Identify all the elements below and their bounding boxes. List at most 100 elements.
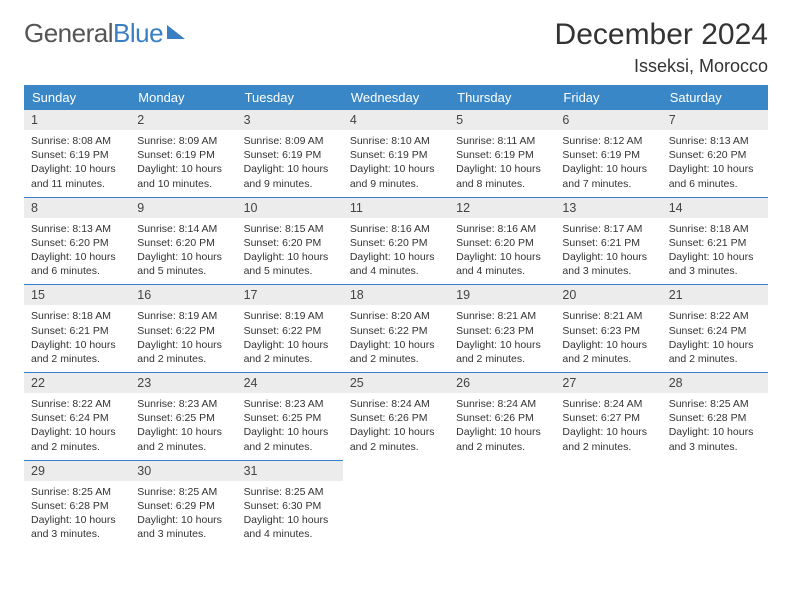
calendar-cell: 18Sunrise: 8:20 AMSunset: 6:22 PMDayligh…: [343, 284, 449, 372]
day-number: 28: [662, 372, 768, 393]
day-number: 9: [130, 197, 236, 218]
brand-logo: GeneralBlue: [24, 18, 185, 49]
day-details: Sunrise: 8:21 AMSunset: 6:23 PMDaylight:…: [555, 305, 661, 372]
day-details: Sunrise: 8:25 AMSunset: 6:30 PMDaylight:…: [237, 481, 343, 548]
day-details: Sunrise: 8:21 AMSunset: 6:23 PMDaylight:…: [449, 305, 555, 372]
day-details: Sunrise: 8:18 AMSunset: 6:21 PMDaylight:…: [662, 218, 768, 285]
day-details: Sunrise: 8:19 AMSunset: 6:22 PMDaylight:…: [130, 305, 236, 372]
calendar-cell: 28Sunrise: 8:25 AMSunset: 6:28 PMDayligh…: [662, 372, 768, 460]
day-number: 2: [130, 110, 236, 130]
calendar-cell: 12Sunrise: 8:16 AMSunset: 6:20 PMDayligh…: [449, 197, 555, 285]
day-details: Sunrise: 8:20 AMSunset: 6:22 PMDaylight:…: [343, 305, 449, 372]
calendar-cell: 10Sunrise: 8:15 AMSunset: 6:20 PMDayligh…: [237, 197, 343, 285]
weekday-header: Saturday: [662, 85, 768, 110]
calendar-cell: 7Sunrise: 8:13 AMSunset: 6:20 PMDaylight…: [662, 110, 768, 197]
calendar-cell: 22Sunrise: 8:22 AMSunset: 6:24 PMDayligh…: [24, 372, 130, 460]
weekday-header: Friday: [555, 85, 661, 110]
day-number: 31: [237, 460, 343, 481]
day-number: 16: [130, 284, 236, 305]
weekday-header: Thursday: [449, 85, 555, 110]
title-block: December 2024 Isseksi, Morocco: [555, 18, 768, 77]
day-details: Sunrise: 8:25 AMSunset: 6:28 PMDaylight:…: [24, 481, 130, 548]
day-number: 3: [237, 110, 343, 130]
calendar-row: 22Sunrise: 8:22 AMSunset: 6:24 PMDayligh…: [24, 372, 768, 460]
calendar-cell: 11Sunrise: 8:16 AMSunset: 6:20 PMDayligh…: [343, 197, 449, 285]
day-details: Sunrise: 8:22 AMSunset: 6:24 PMDaylight:…: [24, 393, 130, 460]
calendar-cell: 5Sunrise: 8:11 AMSunset: 6:19 PMDaylight…: [449, 110, 555, 197]
calendar-row: 8Sunrise: 8:13 AMSunset: 6:20 PMDaylight…: [24, 197, 768, 285]
calendar-cell: 14Sunrise: 8:18 AMSunset: 6:21 PMDayligh…: [662, 197, 768, 285]
calendar-cell: 17Sunrise: 8:19 AMSunset: 6:22 PMDayligh…: [237, 284, 343, 372]
calendar-cell: 30Sunrise: 8:25 AMSunset: 6:29 PMDayligh…: [130, 460, 236, 548]
weekday-header: Wednesday: [343, 85, 449, 110]
calendar-grid: Sunday Monday Tuesday Wednesday Thursday…: [24, 85, 768, 547]
calendar-cell: 24Sunrise: 8:23 AMSunset: 6:25 PMDayligh…: [237, 372, 343, 460]
calendar-row: 1Sunrise: 8:08 AMSunset: 6:19 PMDaylight…: [24, 110, 768, 197]
day-details: Sunrise: 8:14 AMSunset: 6:20 PMDaylight:…: [130, 218, 236, 285]
day-number: 10: [237, 197, 343, 218]
day-number: 21: [662, 284, 768, 305]
calendar-cell: 26Sunrise: 8:24 AMSunset: 6:26 PMDayligh…: [449, 372, 555, 460]
calendar-cell: [662, 460, 768, 548]
day-number: 6: [555, 110, 661, 130]
day-details: Sunrise: 8:25 AMSunset: 6:29 PMDaylight:…: [130, 481, 236, 548]
brand-part1: General: [24, 18, 113, 49]
calendar-cell: 20Sunrise: 8:21 AMSunset: 6:23 PMDayligh…: [555, 284, 661, 372]
day-details: Sunrise: 8:25 AMSunset: 6:28 PMDaylight:…: [662, 393, 768, 460]
day-details: Sunrise: 8:13 AMSunset: 6:20 PMDaylight:…: [662, 130, 768, 197]
day-number: 4: [343, 110, 449, 130]
day-details: Sunrise: 8:16 AMSunset: 6:20 PMDaylight:…: [343, 218, 449, 285]
day-number: 19: [449, 284, 555, 305]
day-number: 27: [555, 372, 661, 393]
day-number: 20: [555, 284, 661, 305]
day-details: Sunrise: 8:19 AMSunset: 6:22 PMDaylight:…: [237, 305, 343, 372]
calendar-cell: 1Sunrise: 8:08 AMSunset: 6:19 PMDaylight…: [24, 110, 130, 197]
calendar-cell: 6Sunrise: 8:12 AMSunset: 6:19 PMDaylight…: [555, 110, 661, 197]
calendar-cell: [449, 460, 555, 548]
location-subtitle: Isseksi, Morocco: [555, 56, 768, 77]
weekday-header: Tuesday: [237, 85, 343, 110]
day-number: 12: [449, 197, 555, 218]
day-details: Sunrise: 8:09 AMSunset: 6:19 PMDaylight:…: [130, 130, 236, 197]
weekday-header: Sunday: [24, 85, 130, 110]
calendar-cell: 25Sunrise: 8:24 AMSunset: 6:26 PMDayligh…: [343, 372, 449, 460]
calendar-cell: [343, 460, 449, 548]
day-number: 30: [130, 460, 236, 481]
brand-part2: Blue: [113, 18, 163, 49]
day-number: 15: [24, 284, 130, 305]
calendar-cell: 23Sunrise: 8:23 AMSunset: 6:25 PMDayligh…: [130, 372, 236, 460]
day-number: 14: [662, 197, 768, 218]
day-number: 11: [343, 197, 449, 218]
day-number: 18: [343, 284, 449, 305]
calendar-cell: 31Sunrise: 8:25 AMSunset: 6:30 PMDayligh…: [237, 460, 343, 548]
day-number: 5: [449, 110, 555, 130]
calendar-cell: 2Sunrise: 8:09 AMSunset: 6:19 PMDaylight…: [130, 110, 236, 197]
calendar-cell: 3Sunrise: 8:09 AMSunset: 6:19 PMDaylight…: [237, 110, 343, 197]
day-details: Sunrise: 8:11 AMSunset: 6:19 PMDaylight:…: [449, 130, 555, 197]
calendar-row: 29Sunrise: 8:25 AMSunset: 6:28 PMDayligh…: [24, 460, 768, 548]
day-number: 17: [237, 284, 343, 305]
calendar-cell: 15Sunrise: 8:18 AMSunset: 6:21 PMDayligh…: [24, 284, 130, 372]
weekday-header: Monday: [130, 85, 236, 110]
day-details: Sunrise: 8:24 AMSunset: 6:26 PMDaylight:…: [343, 393, 449, 460]
day-number: 29: [24, 460, 130, 481]
day-details: Sunrise: 8:09 AMSunset: 6:19 PMDaylight:…: [237, 130, 343, 197]
header: GeneralBlue December 2024 Isseksi, Moroc…: [24, 18, 768, 77]
day-details: Sunrise: 8:23 AMSunset: 6:25 PMDaylight:…: [130, 393, 236, 460]
day-details: Sunrise: 8:24 AMSunset: 6:27 PMDaylight:…: [555, 393, 661, 460]
calendar-row: 15Sunrise: 8:18 AMSunset: 6:21 PMDayligh…: [24, 284, 768, 372]
calendar-cell: 21Sunrise: 8:22 AMSunset: 6:24 PMDayligh…: [662, 284, 768, 372]
calendar-cell: 19Sunrise: 8:21 AMSunset: 6:23 PMDayligh…: [449, 284, 555, 372]
day-details: Sunrise: 8:17 AMSunset: 6:21 PMDaylight:…: [555, 218, 661, 285]
brand-triangle-icon: [167, 25, 185, 39]
day-number: 24: [237, 372, 343, 393]
day-details: Sunrise: 8:10 AMSunset: 6:19 PMDaylight:…: [343, 130, 449, 197]
day-details: Sunrise: 8:15 AMSunset: 6:20 PMDaylight:…: [237, 218, 343, 285]
day-details: Sunrise: 8:24 AMSunset: 6:26 PMDaylight:…: [449, 393, 555, 460]
calendar-cell: 13Sunrise: 8:17 AMSunset: 6:21 PMDayligh…: [555, 197, 661, 285]
calendar-cell: 4Sunrise: 8:10 AMSunset: 6:19 PMDaylight…: [343, 110, 449, 197]
calendar-cell: 8Sunrise: 8:13 AMSunset: 6:20 PMDaylight…: [24, 197, 130, 285]
day-number: 22: [24, 372, 130, 393]
calendar-cell: 16Sunrise: 8:19 AMSunset: 6:22 PMDayligh…: [130, 284, 236, 372]
day-details: Sunrise: 8:18 AMSunset: 6:21 PMDaylight:…: [24, 305, 130, 372]
